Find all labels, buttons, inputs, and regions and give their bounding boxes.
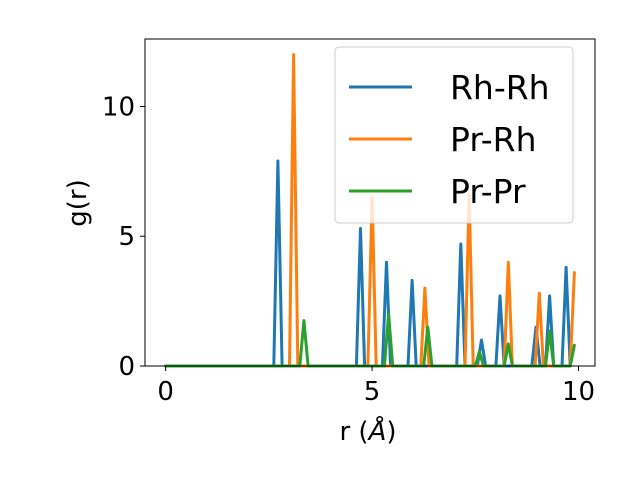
legend-label-rh-rh: Rh-Rh bbox=[450, 68, 550, 107]
plot-frame bbox=[144, 38, 596, 367]
y-axis-label: g(r) bbox=[63, 179, 93, 226]
x-tick-label: 10 bbox=[562, 377, 595, 407]
legend: Rh-Rh Pr-Rh Pr-Pr bbox=[334, 46, 574, 224]
x-tick-label: 5 bbox=[364, 377, 381, 407]
x-tick-label: 0 bbox=[157, 377, 174, 407]
y-tick-label: 10 bbox=[102, 92, 135, 122]
y-tick-label: 0 bbox=[118, 352, 135, 382]
legend-box bbox=[334, 46, 574, 224]
axes-layer: 0 5 10 0 5 10 bbox=[102, 92, 595, 407]
legend-label-pr-rh: Pr-Rh bbox=[450, 120, 537, 159]
y-tick-label: 5 bbox=[118, 222, 135, 252]
legend-label-pr-pr: Pr-Pr bbox=[450, 172, 526, 211]
x-axis-label: r (Å) bbox=[339, 415, 396, 447]
